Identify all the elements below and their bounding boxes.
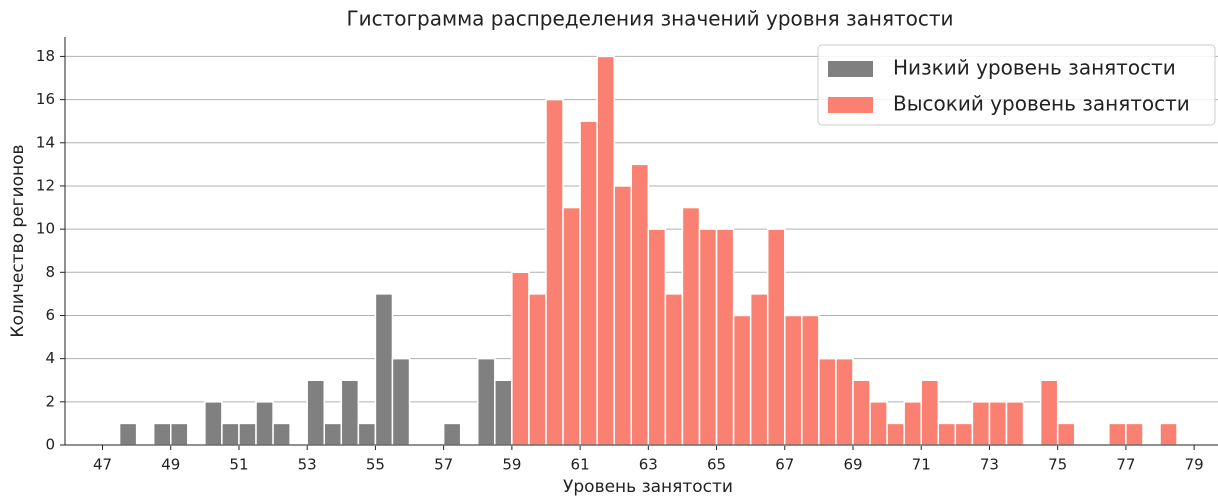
legend-label: Высокий уровень занятости: [893, 92, 1190, 116]
bar: [1108, 422, 1127, 446]
y-axis-label: Количество регионов: [8, 144, 28, 337]
bar: [698, 228, 718, 446]
legend-swatch: [828, 61, 873, 77]
legend-swatch: [828, 97, 873, 113]
x-tick-label: 75: [1048, 456, 1067, 474]
bar: [886, 422, 905, 446]
x-tick-label: 67: [775, 456, 794, 474]
x-tick-label: 51: [229, 456, 248, 474]
bar: [357, 422, 377, 446]
x-tick-label: 65: [707, 456, 726, 474]
bar: [1056, 422, 1076, 446]
bar: [852, 379, 871, 446]
bar: [374, 293, 394, 446]
y-tick-label: 16: [36, 90, 55, 108]
bar: [647, 228, 667, 446]
bar: [903, 401, 922, 446]
bar: [1005, 401, 1025, 446]
x-tick-label: 73: [980, 456, 999, 474]
y-tick-label: 14: [36, 133, 55, 151]
x-tick-label: 49: [161, 456, 180, 474]
bar: [340, 379, 360, 446]
bar: [306, 379, 326, 446]
bar: [169, 422, 189, 446]
x-tick-label: 77: [1116, 456, 1135, 474]
bar: [596, 55, 615, 446]
x-axis-label: Уровень занятости: [563, 477, 733, 497]
y-tick-label: 6: [45, 306, 55, 324]
x-tick-label: 55: [366, 456, 385, 474]
bar: [630, 163, 650, 446]
bar: [545, 98, 564, 446]
bar: [937, 422, 957, 446]
x-tick-label: 69: [843, 456, 862, 474]
bar: [869, 401, 888, 446]
bar: [801, 314, 820, 446]
bar: [1039, 379, 1059, 446]
x-tick-label: 71: [912, 456, 931, 474]
bar: [920, 379, 940, 446]
bar: [442, 422, 462, 446]
bar: [152, 422, 172, 446]
x-tick-label: 53: [298, 456, 317, 474]
bar: [323, 422, 343, 446]
bar: [715, 228, 735, 446]
bar: [391, 357, 411, 446]
bar: [749, 293, 769, 446]
bar: [818, 357, 837, 446]
chart-title: Гистограмма распределения значений уровн…: [346, 7, 953, 31]
bar: [579, 120, 598, 446]
x-tick-label: 79: [1185, 456, 1204, 474]
x-tick-label: 57: [434, 456, 453, 474]
x-tick-label: 61: [571, 456, 590, 474]
bar: [784, 314, 803, 446]
bar: [835, 357, 854, 446]
x-tick-label: 63: [639, 456, 658, 474]
x-tick-label: 47: [93, 456, 112, 474]
bar: [204, 401, 223, 446]
bar: [664, 293, 684, 446]
y-tick-label: 8: [45, 263, 55, 281]
bar: [613, 185, 633, 446]
bar: [732, 314, 752, 446]
bar: [528, 293, 547, 446]
legend: [817, 44, 1216, 126]
bar: [1159, 422, 1178, 446]
y-tick-label: 10: [36, 220, 55, 238]
bar: [477, 357, 496, 446]
bar: [1125, 422, 1144, 446]
y-tick-label: 4: [45, 349, 55, 367]
bar: [681, 206, 701, 446]
bar: [511, 271, 530, 446]
bar: [238, 422, 257, 446]
y-tick-label: 2: [45, 392, 55, 410]
y-tick-label: 18: [36, 47, 55, 65]
bar: [221, 422, 240, 446]
bar: [494, 379, 513, 446]
bar: [971, 401, 991, 446]
bar: [118, 422, 138, 446]
bar: [255, 401, 274, 446]
x-tick-label: 59: [502, 456, 521, 474]
legend-label: Низкий уровень занятости: [893, 56, 1176, 80]
bar: [562, 206, 581, 446]
bar: [272, 422, 291, 446]
bar: [954, 422, 974, 446]
bar: [766, 228, 786, 446]
bar: [988, 401, 1008, 446]
y-tick-label: 0: [45, 436, 55, 454]
y-tick-label: 12: [36, 176, 55, 194]
